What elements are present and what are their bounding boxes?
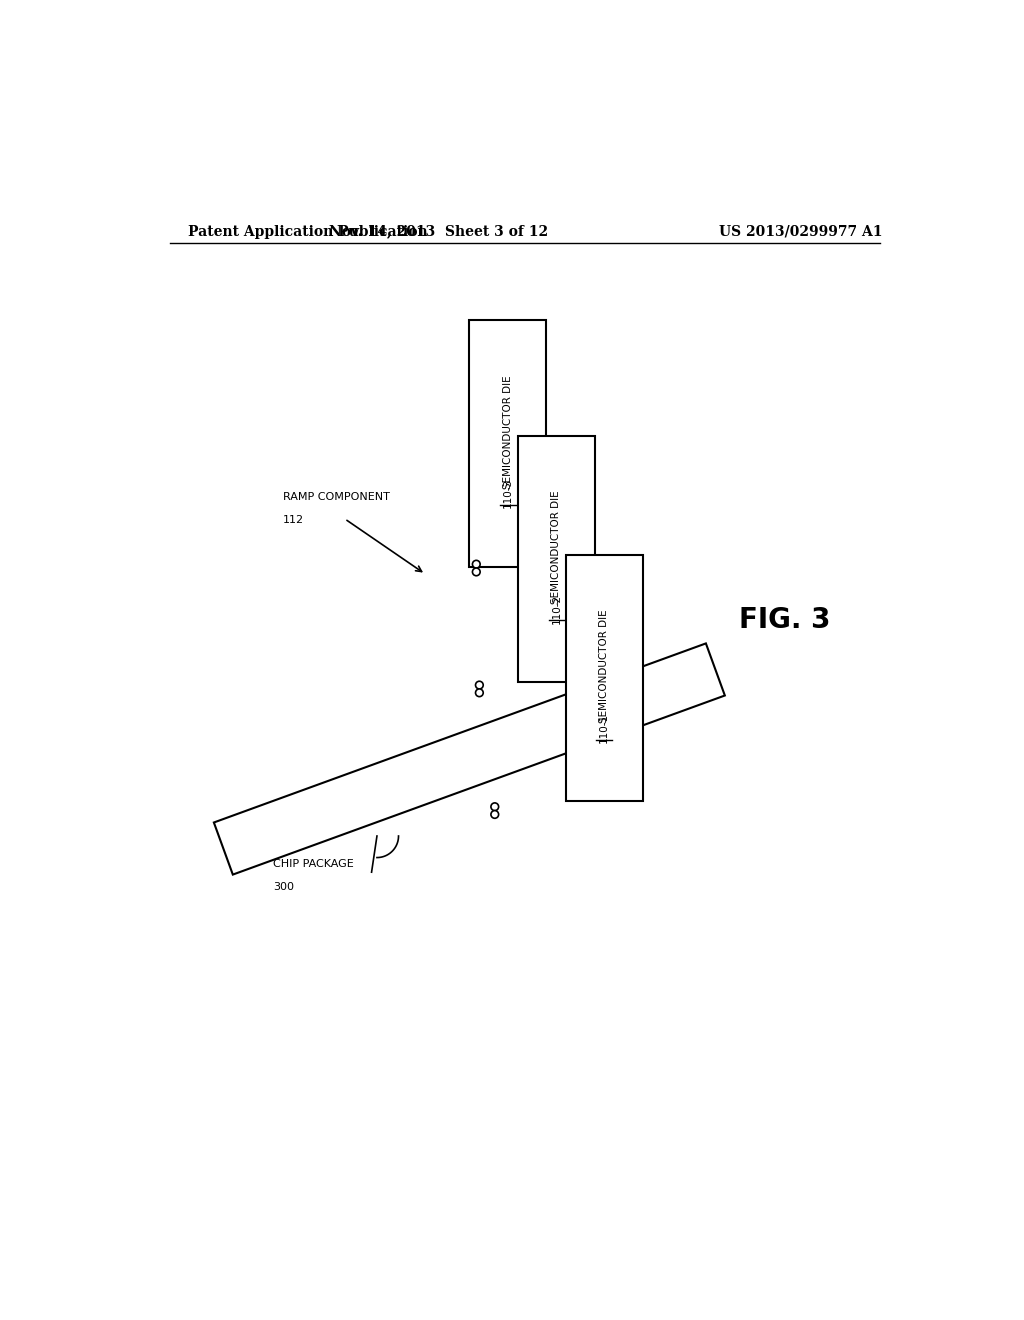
Text: 110-3: 110-3 [503, 478, 513, 508]
Text: 110-1: 110-1 [599, 713, 609, 743]
Text: SEMICONDUCTOR DIE: SEMICONDUCTOR DIE [503, 375, 513, 488]
Text: CHIP PACKAGE: CHIP PACKAGE [273, 859, 353, 869]
Polygon shape [565, 554, 643, 801]
Polygon shape [518, 436, 595, 682]
Circle shape [472, 568, 480, 576]
Circle shape [475, 689, 483, 697]
Polygon shape [214, 643, 725, 875]
Text: FIG. 3: FIG. 3 [739, 606, 830, 635]
Polygon shape [469, 321, 547, 566]
Text: 300: 300 [273, 882, 294, 892]
Circle shape [475, 681, 483, 689]
Text: 110-2: 110-2 [551, 594, 561, 624]
Text: US 2013/0299977 A1: US 2013/0299977 A1 [719, 224, 883, 239]
Text: Nov. 14, 2013  Sheet 3 of 12: Nov. 14, 2013 Sheet 3 of 12 [329, 224, 548, 239]
Text: SEMICONDUCTOR DIE: SEMICONDUCTOR DIE [551, 491, 561, 605]
Circle shape [490, 810, 499, 818]
Circle shape [472, 560, 480, 568]
Text: SEMICONDUCTOR DIE: SEMICONDUCTOR DIE [599, 610, 609, 723]
Text: Patent Application Publication: Patent Application Publication [188, 224, 428, 239]
Text: RAMP COMPONENT: RAMP COMPONENT [283, 492, 390, 502]
Circle shape [490, 803, 499, 810]
Text: 112: 112 [283, 515, 304, 525]
